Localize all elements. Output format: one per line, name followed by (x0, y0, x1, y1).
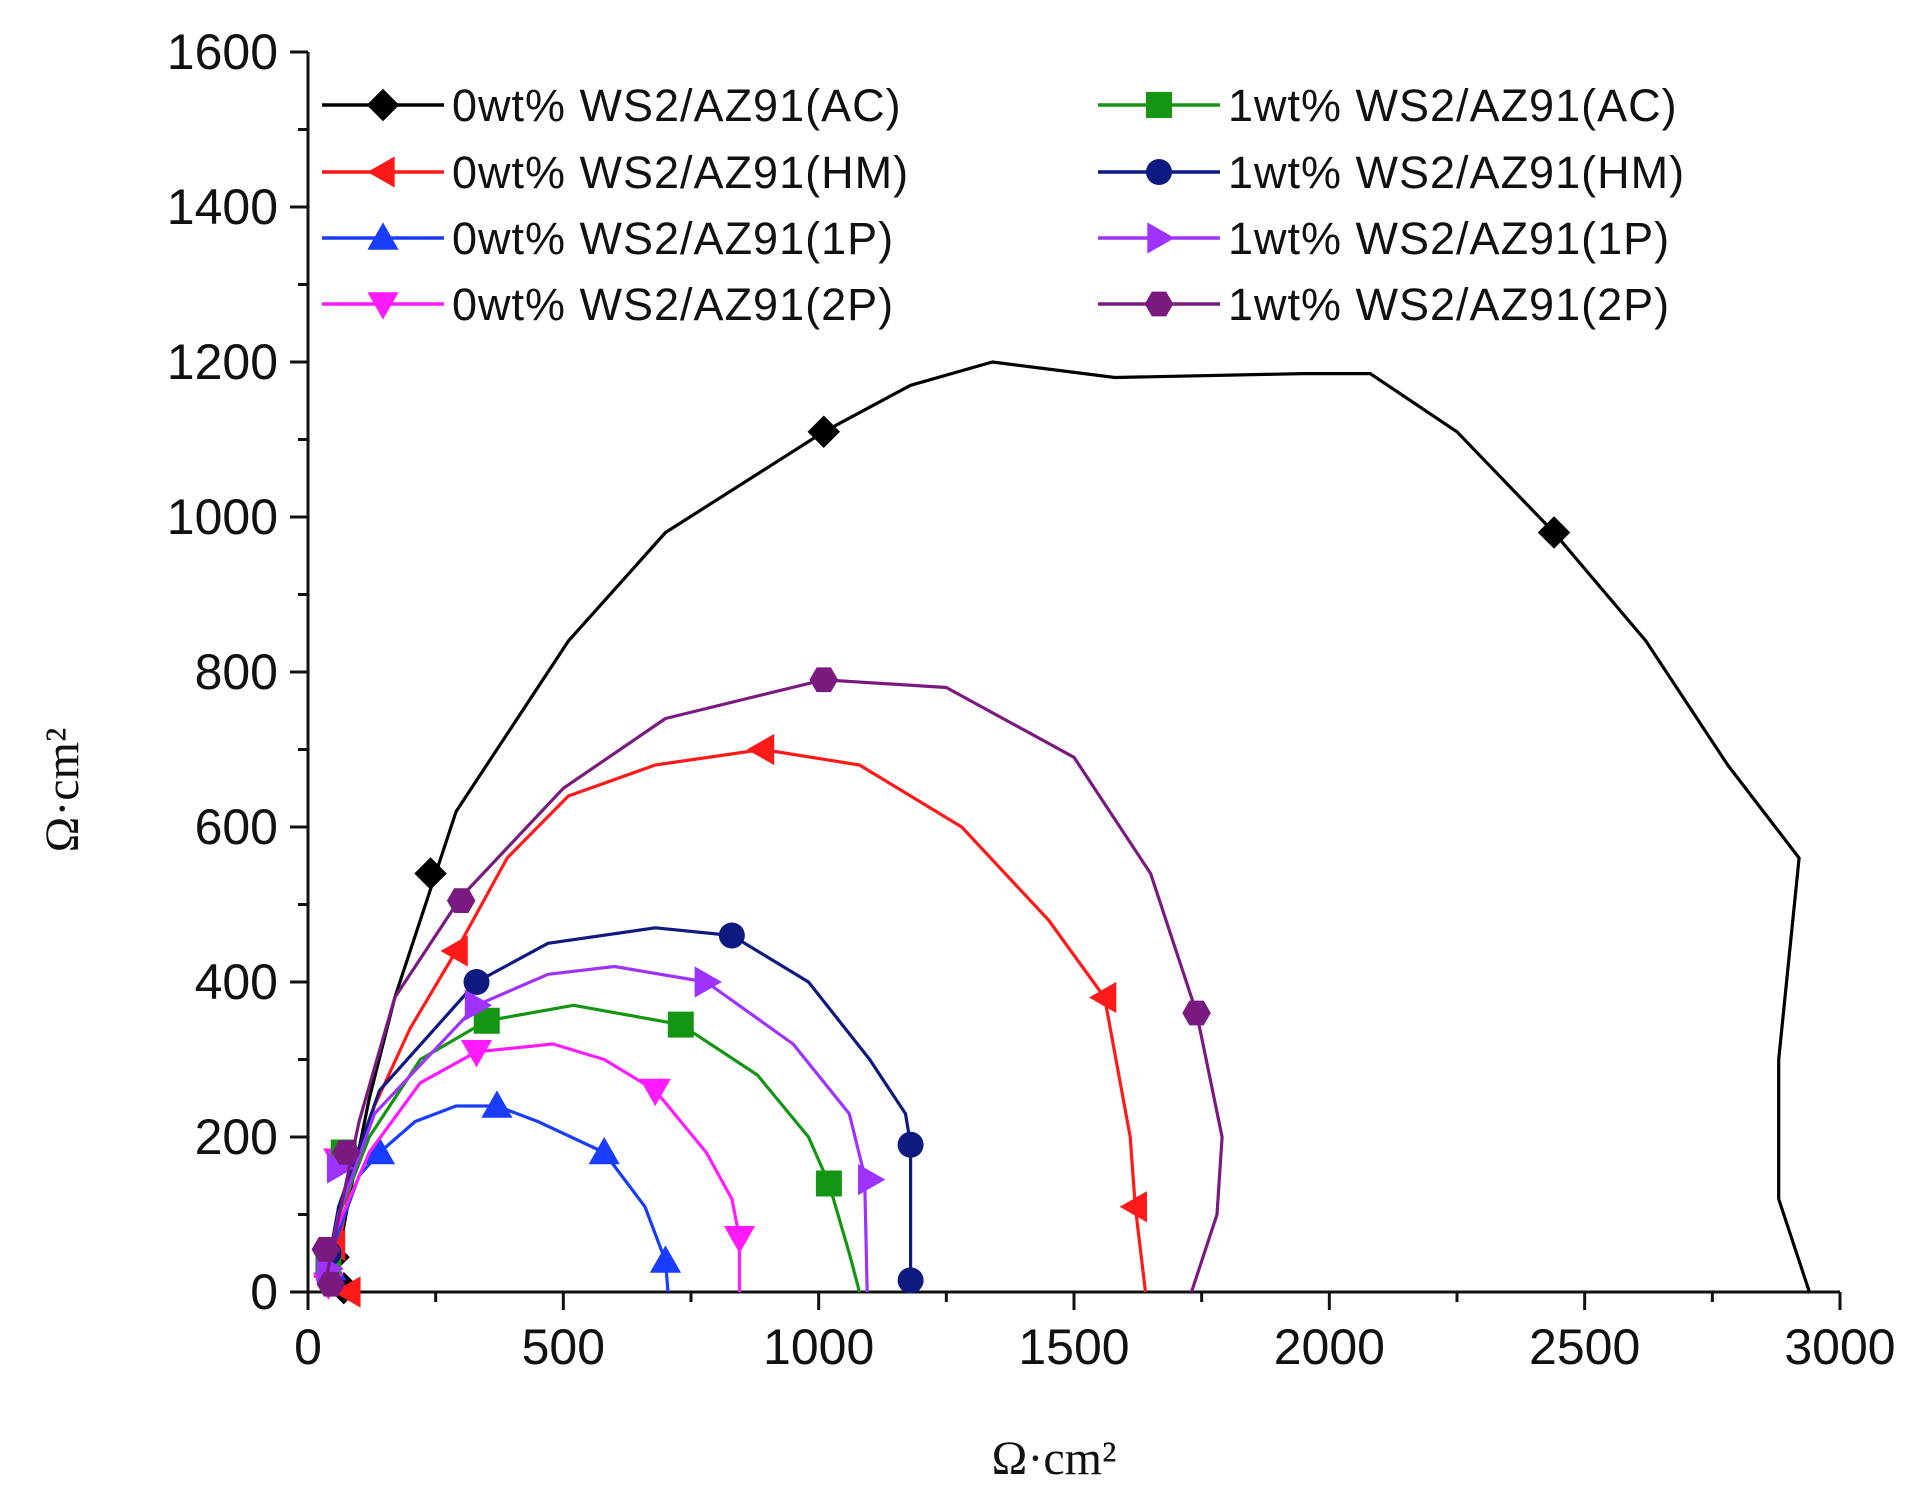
legend-label: 0wt% WS2/AZ91(HM) (452, 147, 909, 198)
data-point-triangle-left (440, 935, 468, 967)
data-point-triangle-up (363, 1136, 396, 1165)
axes: 0 500 1000 1500 2000 2500 3000 0 200 400 600 800 100… (167, 24, 1896, 1375)
y-tick-label: 1000 (167, 489, 278, 545)
y-tick-label: 1200 (167, 334, 278, 390)
data-point-triangle-up (481, 1090, 513, 1118)
legend-item: 0wt% WS2/AZ91(2P) (322, 279, 894, 330)
y-tick-label: 600 (195, 799, 278, 855)
legend-label: 1wt% WS2/AZ91(AC) (1228, 80, 1678, 131)
data-point-triangle-up (588, 1136, 620, 1165)
y-axis-title: Ω·cm² (36, 728, 89, 853)
legend-item: 0wt% WS2/AZ91(1P) (322, 213, 894, 264)
series-7 (316, 964, 886, 1293)
series-line (321, 964, 869, 1293)
legend-marker-hexagon (1144, 291, 1174, 317)
series-4 (312, 1040, 756, 1300)
series-line (321, 1042, 742, 1293)
x-tick-label: 1500 (1018, 1319, 1129, 1375)
x-tick-label: 2500 (1529, 1319, 1640, 1375)
series-line (326, 360, 1811, 1293)
legend-label: 1wt% WS2/AZ91(2P) (1228, 279, 1670, 330)
series-line (321, 678, 1224, 1293)
x-tick-label: 2000 (1274, 1319, 1385, 1375)
data-point-triangle-left (1119, 1191, 1147, 1223)
legend-item: 1wt% WS2/AZ91(2P) (1098, 279, 1670, 330)
legend-marker-triangle-down (367, 292, 399, 320)
legend-marker-triangle-left (367, 156, 395, 188)
data-point-triangle-up (649, 1245, 682, 1273)
data-point-triangle-down (639, 1078, 671, 1107)
data-point-diamond (1537, 516, 1571, 549)
series-6 (315, 922, 924, 1294)
data-point-hexagon (809, 667, 839, 693)
data-point-triangle-left (333, 1276, 361, 1308)
data-point-hexagon (316, 1271, 346, 1297)
y-tick-label: 1400 (167, 179, 278, 235)
x-tick-label: 500 (522, 1319, 605, 1375)
data-point-triangle-down (723, 1226, 756, 1254)
legend-label: 0wt% WS2/AZ91(2P) (452, 279, 894, 330)
legend-background (318, 60, 1788, 350)
data-point-diamond (807, 415, 841, 448)
legend-marker-square (1146, 92, 1172, 118)
data-point-circle (463, 969, 490, 995)
data-point-hexagon (332, 1140, 361, 1165)
x-axis-title: Ω·cm² (992, 1432, 1117, 1485)
data-point-triangle-right (326, 1152, 355, 1184)
data-point-square (815, 1170, 842, 1197)
y-tick-label: 1600 (167, 24, 278, 80)
data-point-triangle-right (464, 989, 493, 1021)
x-tick-label: 3000 (1784, 1319, 1895, 1375)
legend-label: 1wt% WS2/AZ91(HM) (1228, 147, 1685, 198)
series-layer (311, 360, 1811, 1308)
data-point-triangle-left (1089, 981, 1117, 1014)
legend-marker-triangle-up (367, 222, 399, 250)
series-line (321, 1104, 670, 1293)
legend-marker-diamond (366, 88, 400, 122)
legend-label: 0wt% WS2/AZ91(AC) (452, 80, 902, 131)
y-tick-label: 400 (195, 954, 278, 1010)
legend-label: 1wt% WS2/AZ91(1P) (1228, 213, 1670, 264)
data-point-triangle-right (694, 966, 722, 998)
series-line (321, 926, 913, 1293)
legend-item: 1wt% WS2/AZ91(HM) (1098, 147, 1685, 198)
series-8 (311, 667, 1224, 1297)
data-point-circle (718, 922, 745, 949)
data-point-diamond (414, 857, 447, 890)
legend-item: 1wt% WS2/AZ91(AC) (1098, 80, 1678, 131)
data-point-hexagon (446, 888, 476, 914)
legend-item: 0wt% WS2/AZ91(HM) (322, 147, 909, 198)
legend-marker-triangle-right (1147, 222, 1175, 254)
data-point-circle (897, 1131, 924, 1158)
legend-marker-circle (1146, 159, 1172, 185)
x-tick-label: 0 (294, 1319, 322, 1375)
y-tick-label: 200 (195, 1109, 278, 1165)
data-point-hexagon (311, 1236, 341, 1262)
series-5 (315, 1003, 862, 1293)
y-tick-label: 0 (250, 1264, 278, 1320)
legend-item: 0wt% WS2/AZ91(AC) (322, 80, 902, 131)
legend-label: 0wt% WS2/AZ91(1P) (452, 213, 894, 264)
series-line (321, 1003, 862, 1293)
series-2 (312, 733, 1148, 1308)
data-point-triangle-left (746, 733, 775, 766)
data-point-hexagon (1182, 1000, 1211, 1026)
y-tick-label: 800 (195, 644, 278, 700)
series-1 (317, 360, 1811, 1305)
data-point-triangle-down (460, 1040, 493, 1068)
data-point-square (667, 1011, 694, 1038)
legend-item: 1wt% WS2/AZ91(1P) (1098, 213, 1670, 264)
data-point-triangle-right (858, 1164, 886, 1196)
x-tick-label: 1000 (763, 1319, 874, 1375)
data-point-circle (897, 1267, 924, 1294)
legend: 0wt% WS2/AZ91(AC) 0wt% WS2/AZ91(HM) 0wt% W… (318, 60, 1788, 350)
